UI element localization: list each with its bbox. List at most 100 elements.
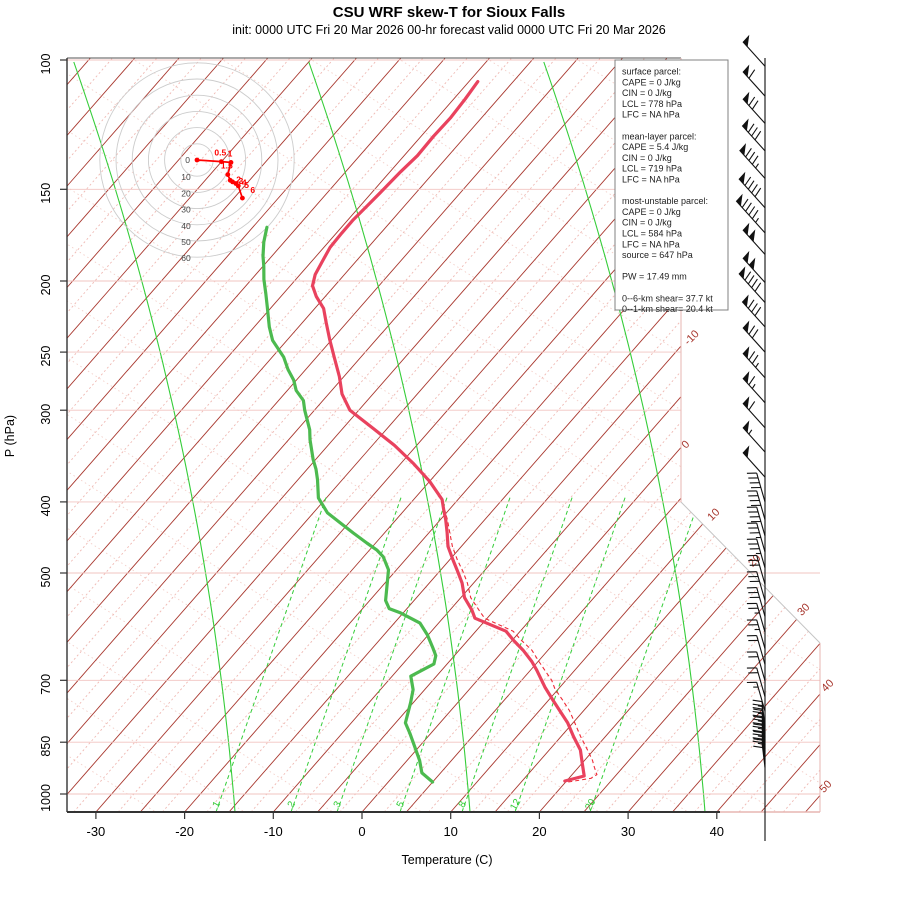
hodograph-ring-label: 50 bbox=[181, 237, 191, 247]
wind-barb bbox=[742, 119, 765, 151]
barb-pennant bbox=[749, 229, 755, 241]
y-axis-title: P (hPa) bbox=[3, 415, 17, 457]
hodograph-ring-label: 60 bbox=[181, 253, 191, 263]
barb-staff bbox=[743, 378, 765, 403]
barb-staff bbox=[742, 302, 765, 327]
info-box-line: source = 647 hPa bbox=[622, 250, 693, 260]
barb-full bbox=[748, 181, 754, 190]
dry-adiabat-line bbox=[0, 58, 688, 812]
mixing-ratio-line bbox=[291, 495, 402, 812]
hodograph-center-label: 0 bbox=[185, 155, 190, 165]
isotherm-line bbox=[761, 58, 900, 812]
isotherm-edge-label: -10 bbox=[682, 328, 702, 348]
isotherm-line bbox=[717, 58, 900, 812]
barb-full bbox=[749, 207, 755, 216]
mixing-ratio-line bbox=[216, 495, 327, 812]
dry-adiabat-line bbox=[131, 58, 900, 812]
barb-pennant bbox=[742, 295, 748, 307]
temperature-tick-label: 10 bbox=[443, 824, 457, 839]
barb-full bbox=[752, 355, 758, 364]
pressure-tick-label: 1000 bbox=[39, 784, 53, 812]
wind-barb bbox=[743, 65, 765, 97]
hodograph-point-label: 6 bbox=[250, 185, 255, 195]
hodograph-point-label: 0.5 bbox=[214, 148, 226, 158]
info-box-line: 0--6-km shear= 37.7 kt bbox=[622, 293, 713, 303]
page-title: CSU WRF skew-T for Sioux Falls bbox=[333, 4, 566, 21]
hodograph-point bbox=[225, 172, 230, 177]
barb-half bbox=[752, 384, 755, 388]
barb-pennant bbox=[743, 396, 749, 408]
barb-full bbox=[752, 329, 758, 338]
barb-full bbox=[749, 351, 755, 360]
temperature-curve bbox=[313, 82, 585, 781]
barb-pennant bbox=[749, 258, 755, 270]
hodograph-point-label: 5 bbox=[244, 180, 249, 190]
barb-staff bbox=[743, 353, 765, 378]
barb-full bbox=[749, 70, 755, 79]
isotherm-line bbox=[0, 58, 578, 812]
isotherm-minor-line bbox=[0, 58, 379, 812]
wind-barb bbox=[740, 143, 765, 178]
barb-full bbox=[746, 203, 752, 212]
wind-barb bbox=[743, 92, 765, 124]
barb-full bbox=[755, 283, 761, 292]
barb-full bbox=[749, 326, 755, 335]
barb-pennant bbox=[743, 251, 749, 263]
info-box-line: PW = 17.49 mm bbox=[622, 272, 687, 282]
barb-pennant bbox=[739, 266, 745, 278]
pressure-tick-label: 300 bbox=[39, 404, 53, 425]
pressure-tick-label: 850 bbox=[39, 736, 53, 757]
info-box-line: LFC = NA hPa bbox=[622, 175, 680, 185]
hodograph-point-label: 1.5 bbox=[221, 161, 233, 171]
barb-full bbox=[752, 156, 758, 165]
barb-half bbox=[756, 164, 759, 168]
barb-full bbox=[749, 152, 755, 161]
info-box-line: LCL = 719 hPa bbox=[622, 164, 682, 174]
pressure-tick-label: 700 bbox=[39, 674, 53, 695]
barb-full bbox=[753, 746, 762, 747]
barb-full bbox=[748, 124, 754, 133]
moist-adiabat-curve bbox=[779, 62, 900, 812]
barb-full bbox=[748, 300, 754, 309]
dry-adiabat-line bbox=[0, 58, 422, 812]
isotherm-edge-label: 40 bbox=[819, 677, 836, 694]
hodograph-point bbox=[236, 184, 241, 189]
pressure-tick-label: 400 bbox=[39, 495, 53, 516]
barb-full bbox=[755, 307, 761, 316]
isotherm-minor-line bbox=[296, 58, 900, 812]
barb-full bbox=[749, 97, 755, 106]
info-box-line: LFC = NA hPa bbox=[622, 110, 680, 120]
info-box-line: CIN = 0 J/kg bbox=[622, 88, 672, 98]
isotherm-minor-line bbox=[207, 58, 867, 812]
barb-pennant bbox=[736, 194, 742, 206]
wind-barb bbox=[747, 491, 765, 520]
info-box-line: CAPE = 0 J/kg bbox=[622, 207, 681, 217]
barb-staff bbox=[743, 328, 765, 353]
barb-pennant bbox=[743, 346, 749, 358]
barb-full bbox=[752, 304, 758, 313]
barb-full bbox=[745, 177, 751, 186]
barb-half bbox=[749, 430, 752, 434]
barb-pennant bbox=[743, 371, 749, 383]
barb-pennant bbox=[743, 445, 749, 457]
sounding-curves bbox=[263, 82, 597, 782]
dry-adiabat-line bbox=[220, 58, 900, 812]
wind-barb bbox=[743, 321, 765, 353]
barb-staff bbox=[743, 99, 765, 124]
wind-barb bbox=[736, 194, 765, 233]
info-box-line: CAPE = 5.4 J/kg bbox=[622, 142, 688, 152]
barb-full bbox=[752, 128, 758, 137]
hodograph-point bbox=[240, 196, 245, 201]
hodograph-ring-label: 30 bbox=[181, 205, 191, 215]
isotherm-line bbox=[318, 58, 900, 812]
info-box-line: LFC = NA hPa bbox=[622, 239, 680, 249]
mixing-ratio-label: 5 bbox=[395, 799, 408, 810]
mixing-ratio-label: 12 bbox=[508, 797, 523, 813]
wind-barb-column bbox=[736, 35, 765, 841]
barb-pennant bbox=[743, 420, 749, 432]
barb-staff bbox=[743, 428, 765, 453]
mixing-ratio-line bbox=[590, 495, 701, 812]
barb-pennant bbox=[739, 172, 745, 184]
